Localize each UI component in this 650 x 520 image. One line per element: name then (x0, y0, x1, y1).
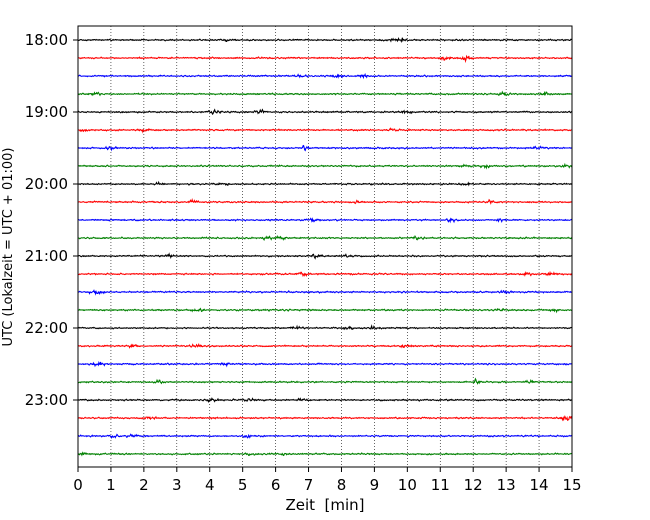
trace-2145 (77, 307, 573, 314)
trace-1800 (77, 37, 573, 43)
trace-2000 (77, 180, 573, 187)
y-tick-label: 19:00 (25, 103, 68, 121)
trace-1915 (77, 127, 573, 134)
x-tick-label: 6 (271, 476, 281, 494)
x-tick-label: 0 (73, 476, 83, 494)
trace-1945 (77, 162, 573, 170)
trace-2045 (77, 234, 573, 242)
x-tick-label: 7 (304, 476, 314, 494)
trace-2200 (77, 324, 573, 331)
trace-2100 (77, 252, 573, 260)
y-tick-label: 23:00 (25, 391, 68, 409)
y-tick-label: 18:00 (25, 31, 68, 49)
x-axis-label: Zeit [min] (285, 496, 364, 514)
x-tick-label: 8 (337, 476, 347, 494)
x-tick-label: 4 (205, 476, 215, 494)
y-axis-label: UTC (Lokalzeit = UTC + 01:00) (1, 148, 16, 347)
trace-1845 (77, 90, 573, 97)
trace-2315 (77, 415, 573, 422)
x-tick-label: 3 (172, 476, 182, 494)
x-tick-label: 14 (530, 476, 549, 494)
x-tick-label: 2 (139, 476, 149, 494)
x-tick-label: 15 (562, 476, 581, 494)
y-tick-label: 22:00 (25, 319, 68, 337)
trace-2115 (77, 270, 573, 278)
y-axis-ticks: 18:00 19:00 20:00 21:00 22:00 23:00 (25, 31, 78, 409)
trace-1900 (77, 108, 573, 115)
plot-frame (77, 25, 573, 468)
trace-2215 (77, 343, 573, 349)
trace-1815 (77, 54, 573, 64)
x-tick-label: 1 (106, 476, 116, 494)
x-tick-label: 10 (398, 476, 417, 494)
x-tick-label: 9 (370, 476, 380, 494)
trace-1830 (77, 72, 573, 80)
y-tick-label: 20:00 (25, 175, 68, 193)
trace-2330 (77, 433, 573, 439)
trace-2015 (77, 198, 573, 205)
x-tick-label: 12 (464, 476, 483, 494)
x-tick-label: 5 (238, 476, 248, 494)
trace-2300 (77, 397, 573, 404)
x-tick-label: 11 (431, 476, 450, 494)
y-tick-label: 21:00 (25, 247, 68, 265)
x-tick-label: 13 (497, 476, 516, 494)
trace-2130 (77, 289, 573, 296)
trace-2030 (77, 217, 573, 224)
trace-2245 (77, 377, 573, 385)
trace-2345 (77, 451, 573, 457)
x-axis-ticks: 0 1 2 3 4 5 6 7 8 9 10 11 12 13 14 15 (73, 467, 582, 494)
trace-1930 (77, 144, 573, 152)
trace-group (77, 37, 573, 457)
trace-2230 (77, 360, 573, 368)
